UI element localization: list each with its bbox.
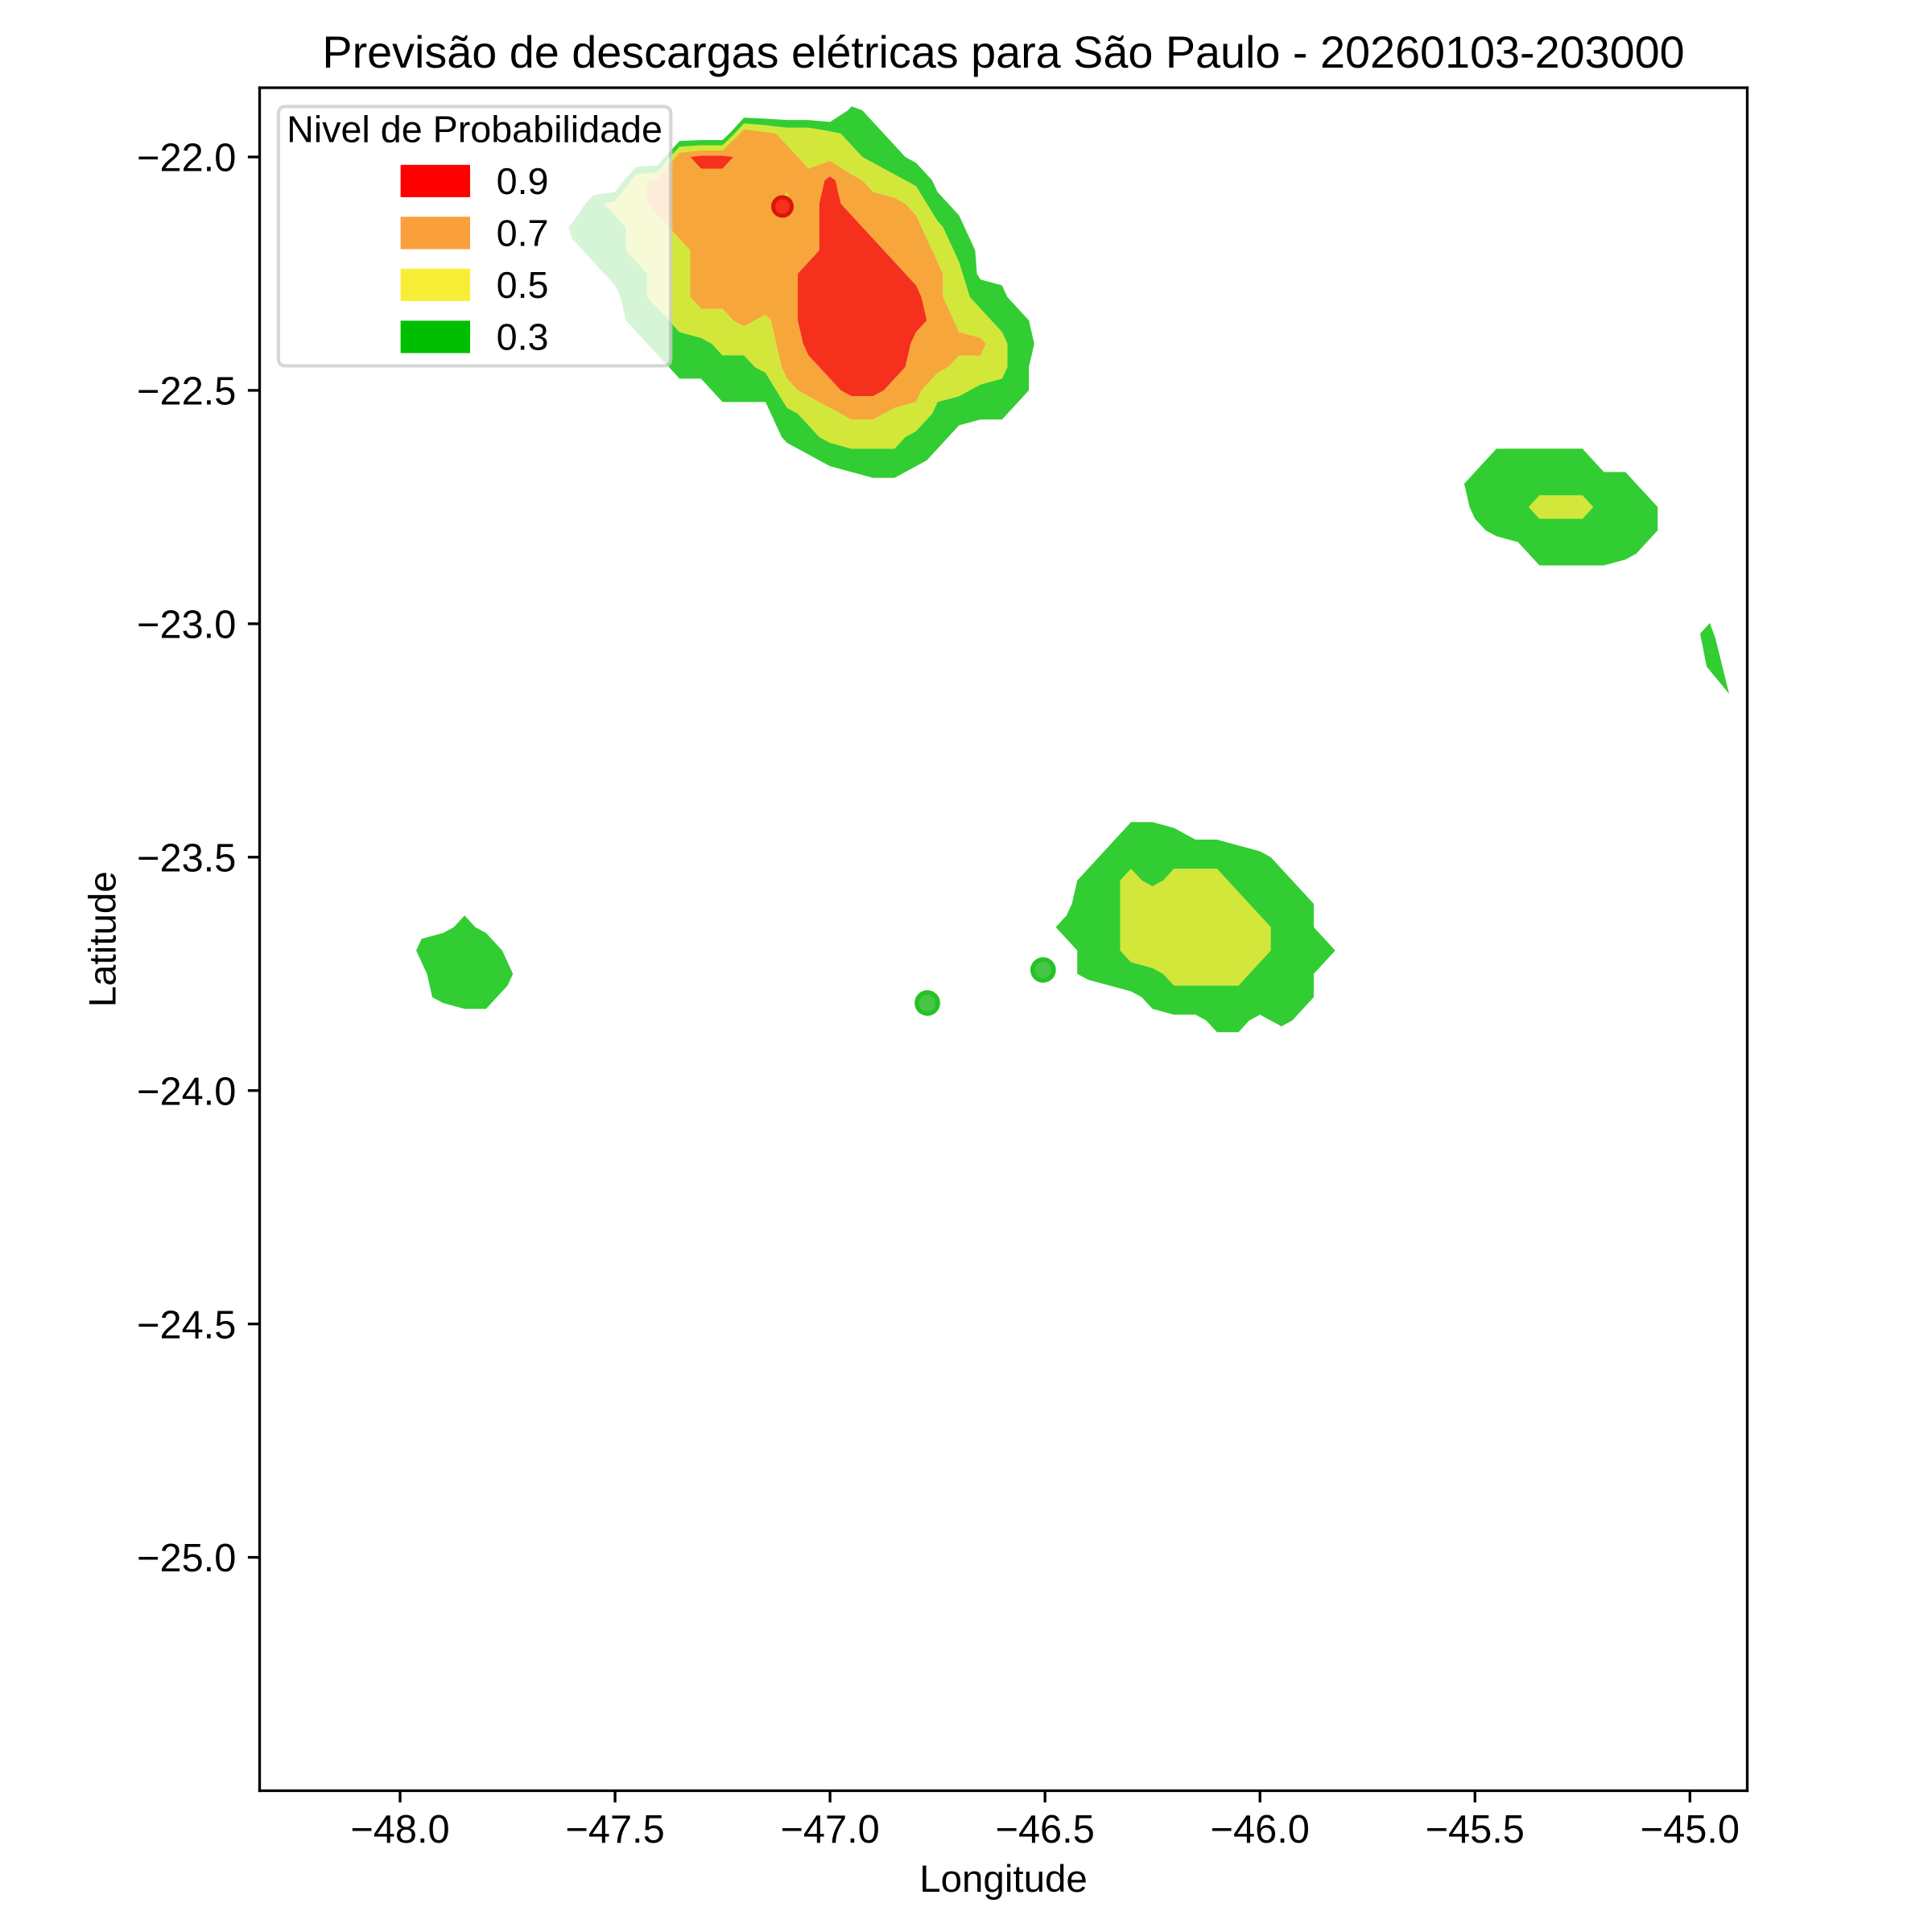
svg-text:−45.5: −45.5 [1426, 1808, 1525, 1852]
svg-text:−23.0: −23.0 [137, 604, 236, 647]
svg-text:−48.0: −48.0 [350, 1808, 449, 1852]
svg-text:0.5: 0.5 [497, 264, 549, 306]
svg-text:−22.0: −22.0 [137, 137, 236, 180]
svg-text:0.7: 0.7 [497, 212, 549, 254]
svg-text:−23.5: −23.5 [137, 836, 236, 880]
svg-text:0.9: 0.9 [497, 160, 549, 202]
svg-text:−45.0: −45.0 [1641, 1808, 1740, 1852]
svg-text:Nivel de Probabilidade: Nivel de Probabilidade [287, 108, 663, 150]
svg-text:−22.5: −22.5 [137, 370, 236, 414]
svg-text:−46.0: −46.0 [1211, 1808, 1310, 1852]
svg-text:−47.5: −47.5 [565, 1808, 664, 1852]
svg-text:−47.0: −47.0 [780, 1808, 879, 1852]
svg-text:−25.0: −25.0 [137, 1537, 236, 1580]
svg-text:Previsão de descargas elétrica: Previsão de descargas elétricas para São… [322, 27, 1684, 77]
svg-text:−24.0: −24.0 [137, 1070, 236, 1113]
svg-text:0.3: 0.3 [497, 316, 549, 357]
svg-text:Longitude: Longitude [919, 1858, 1088, 1901]
svg-text:Latitude: Latitude [81, 871, 124, 1007]
svg-text:−24.5: −24.5 [137, 1303, 236, 1347]
svg-text:−46.5: −46.5 [995, 1808, 1094, 1852]
